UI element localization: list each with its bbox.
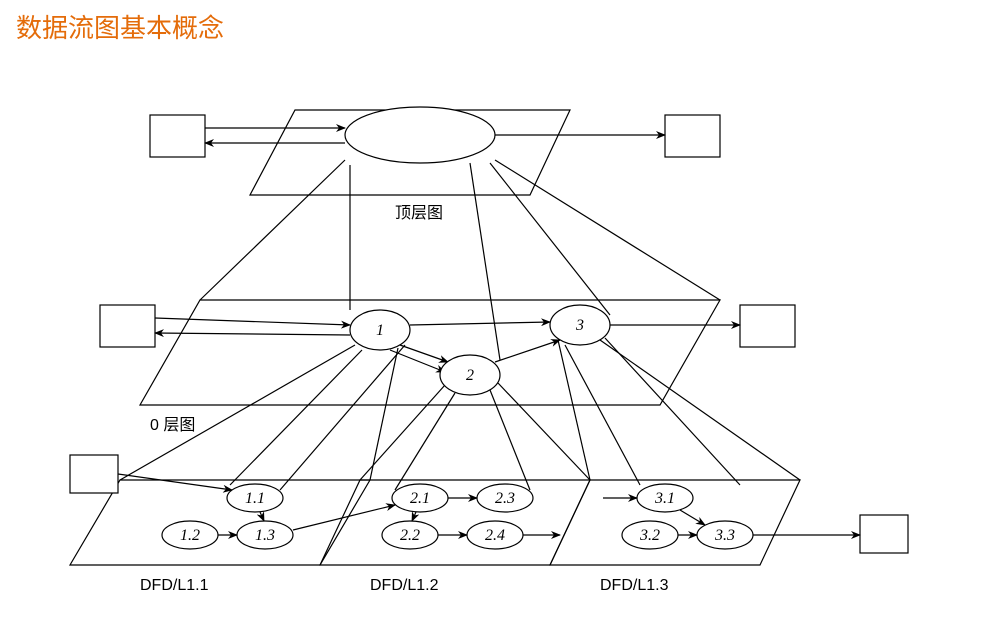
decomposition-line [600, 340, 800, 480]
ext-b-left [70, 455, 118, 493]
dfd-diagram: 1 2 3 1.1 1.2 1.3 2.1 2.2 2.3 2.4 3.1 3.2 3.3 顶层图 0 层… [0, 0, 984, 622]
a-ml-1-f [155, 318, 350, 325]
proc-3-1-label: 3.1 [654, 490, 675, 507]
a-21-22 [412, 512, 416, 521]
ext-m-right [740, 305, 795, 347]
proc-3-2-label: 3.2 [639, 527, 660, 544]
decomposition-line [605, 338, 740, 485]
a-ml-1-b [155, 333, 350, 335]
a-11-13 [260, 512, 264, 521]
proc-2-2-label: 2.2 [400, 527, 420, 544]
decomposition-line [495, 160, 720, 300]
proc-2-3-label: 2.3 [495, 490, 515, 507]
ext-t-left [150, 115, 205, 157]
a-bl-11 [118, 474, 232, 490]
proc-2-1-label: 2.1 [410, 490, 430, 507]
a-13-21 [293, 505, 395, 530]
decomposition-line [280, 345, 405, 490]
a-2-3 [495, 340, 560, 362]
proc-1-1-label: 1.1 [245, 490, 265, 507]
ext-b-right [860, 515, 908, 553]
decomposition-line [490, 163, 610, 315]
processes-group: 1 2 3 1.1 1.2 1.3 2.1 2.2 2.3 2.4 3.1 3.2 3.3 [162, 107, 753, 549]
decomposition-line [120, 345, 355, 480]
plane-b3-label: DFD/L1.3 [600, 577, 669, 594]
proc-1-label: 1 [376, 322, 384, 339]
page-title: 数据流图基本概念 [16, 8, 224, 45]
proc-1-2-label: 1.2 [180, 527, 200, 544]
plane-mid [140, 300, 720, 405]
decomposition-line [370, 348, 398, 480]
a-1-3 [410, 322, 550, 325]
a-1-2b [390, 350, 445, 372]
ext-m-left [100, 305, 155, 347]
decomposition-line [498, 383, 590, 480]
proc-3-3-label: 3.3 [714, 527, 735, 544]
decomposition-line [470, 163, 500, 360]
plane-b2-label: DFD/L1.2 [370, 577, 439, 594]
plane-b1-label: DFD/L1.1 [140, 577, 209, 594]
decomposition-line [200, 160, 345, 300]
proc-top [345, 107, 495, 163]
proc-2-4-label: 2.4 [485, 527, 505, 544]
proc-1-3-label: 1.3 [255, 527, 275, 544]
plane-mid-label: 0 层图 [150, 417, 195, 434]
decomposition-line [360, 385, 445, 480]
plane-top-label: 顶层图 [395, 204, 443, 222]
proc-2-label: 2 [466, 367, 474, 384]
a-1-2 [400, 345, 448, 362]
plane-b2 [320, 480, 590, 565]
decomposition-line [565, 345, 640, 485]
proc-3-label: 3 [575, 317, 584, 334]
ext-t-right [665, 115, 720, 157]
a-31-33 [680, 510, 705, 525]
